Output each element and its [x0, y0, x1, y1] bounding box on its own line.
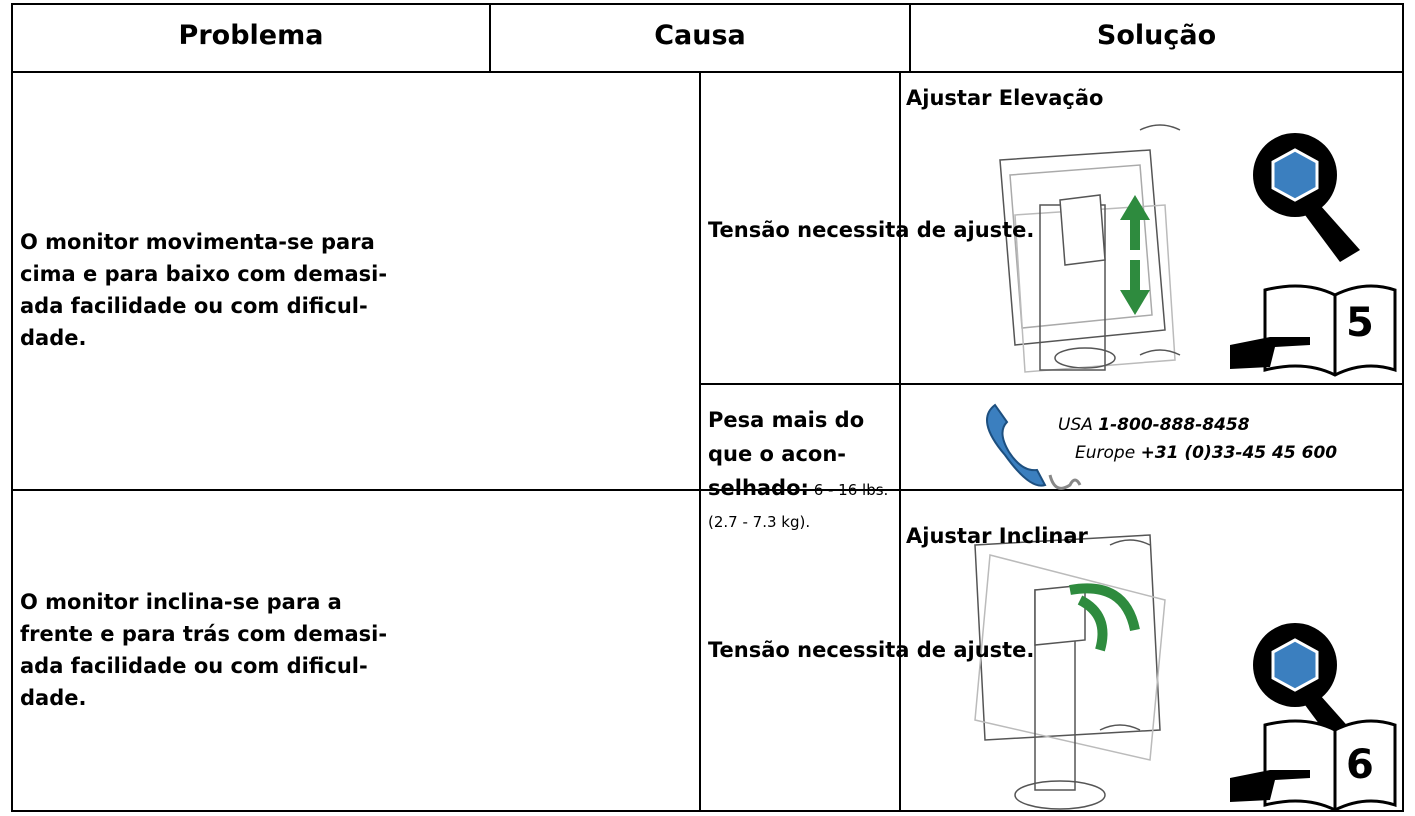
header-cell: Solução — [1096, 20, 1217, 51]
phone-label: USA — [1058, 415, 1093, 435]
cause-bold: Pesa mais do que o acon- selhado: — [708, 408, 865, 500]
phone-line: Europe +31 (0)33-45 45 600 — [1075, 443, 1337, 463]
arrow-vertical — [1120, 195, 1150, 315]
solution-title: Ajustar Inclinar — [906, 524, 1088, 548]
wrench-icon — [1253, 623, 1360, 752]
problem-text: O monitor movimenta-se para cima e para … — [20, 230, 388, 350]
page-number: 6 — [1346, 742, 1374, 788]
phone-line: USA 1-800-888-8458 — [1058, 415, 1250, 435]
phone-number: 1-800-888-8458 — [1098, 415, 1250, 435]
arrow-tilt — [1069, 583, 1140, 652]
phone-number: +31 (0)33-45 45 600 — [1140, 443, 1338, 463]
phone-icon — [986, 403, 1082, 490]
page-number: 5 — [1346, 300, 1374, 346]
monitor-illustration — [999, 124, 1181, 373]
header-cell: Causa — [654, 20, 746, 51]
cause-text: Tensão necessita de ajuste. — [708, 638, 1035, 662]
problem-text: O monitor inclina-se para a frente e par… — [20, 590, 388, 710]
solution-title: Ajustar Elevação — [906, 86, 1104, 110]
wrench-icon — [1253, 133, 1360, 262]
cause-text: Tensão necessita de ajuste. — [708, 218, 1035, 242]
book-icon — [1230, 719, 1397, 812]
book-icon — [1230, 284, 1397, 377]
monitor-illustration — [974, 534, 1166, 810]
cause-text: Pesa mais do que o acon- selhado: 6 - 16… — [708, 404, 898, 538]
phone-label: Europe — [1075, 443, 1136, 463]
header-cell: Problema — [178, 20, 324, 51]
cause-detail: 6 - 16 lbs. (2.7 - 7.3 kg). — [708, 481, 889, 531]
